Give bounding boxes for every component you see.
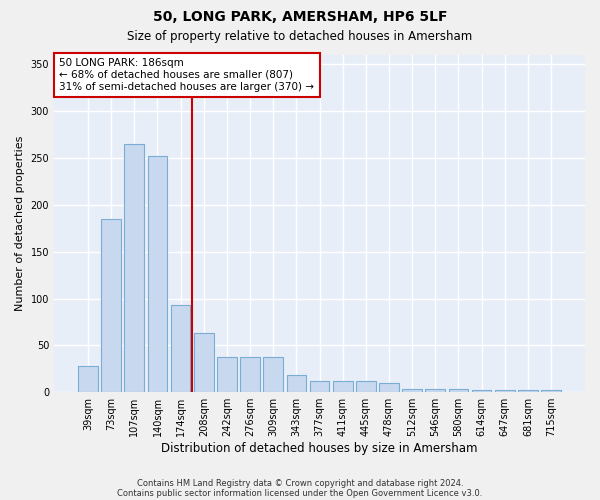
Y-axis label: Number of detached properties: Number of detached properties xyxy=(15,136,25,312)
Bar xyxy=(333,381,353,392)
Bar xyxy=(124,144,144,392)
Bar xyxy=(217,356,237,392)
Text: 50 LONG PARK: 186sqm
← 68% of detached houses are smaller (807)
31% of semi-deta: 50 LONG PARK: 186sqm ← 68% of detached h… xyxy=(59,58,314,92)
Bar xyxy=(101,219,121,392)
Bar xyxy=(148,156,167,392)
Text: Contains HM Land Registry data © Crown copyright and database right 2024.: Contains HM Land Registry data © Crown c… xyxy=(137,478,463,488)
Bar xyxy=(287,376,306,392)
X-axis label: Distribution of detached houses by size in Amersham: Distribution of detached houses by size … xyxy=(161,442,478,455)
Text: Contains public sector information licensed under the Open Government Licence v3: Contains public sector information licen… xyxy=(118,488,482,498)
Bar xyxy=(356,381,376,392)
Text: Size of property relative to detached houses in Amersham: Size of property relative to detached ho… xyxy=(127,30,473,43)
Text: 50, LONG PARK, AMERSHAM, HP6 5LF: 50, LONG PARK, AMERSHAM, HP6 5LF xyxy=(153,10,447,24)
Bar xyxy=(495,390,515,392)
Bar xyxy=(449,390,468,392)
Bar xyxy=(310,381,329,392)
Bar xyxy=(78,366,98,392)
Bar xyxy=(472,390,491,392)
Bar xyxy=(425,390,445,392)
Bar xyxy=(171,305,190,392)
Bar xyxy=(541,390,561,392)
Bar xyxy=(402,390,422,392)
Bar xyxy=(194,333,214,392)
Bar xyxy=(379,383,399,392)
Bar xyxy=(240,356,260,392)
Bar xyxy=(263,356,283,392)
Bar xyxy=(518,390,538,392)
